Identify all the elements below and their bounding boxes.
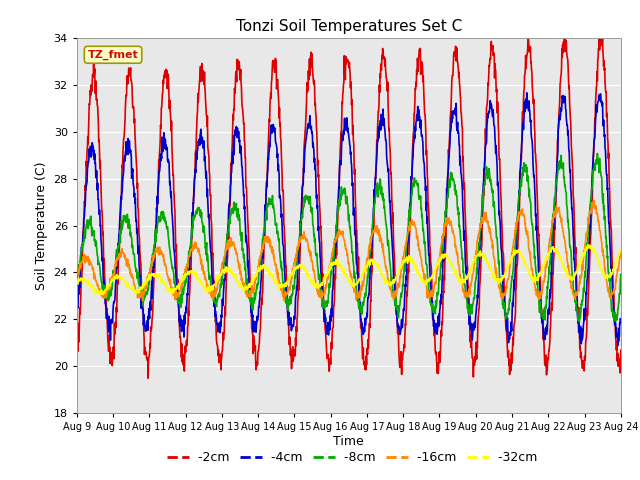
Text: TZ_fmet: TZ_fmet: [88, 49, 138, 60]
Title: Tonzi Soil Temperatures Set C: Tonzi Soil Temperatures Set C: [236, 20, 462, 35]
X-axis label: Time: Time: [333, 434, 364, 448]
Y-axis label: Soil Temperature (C): Soil Temperature (C): [35, 161, 48, 290]
Legend:  -2cm,  -4cm,  -8cm,  -16cm,  -32cm: -2cm, -4cm, -8cm, -16cm, -32cm: [161, 446, 543, 469]
